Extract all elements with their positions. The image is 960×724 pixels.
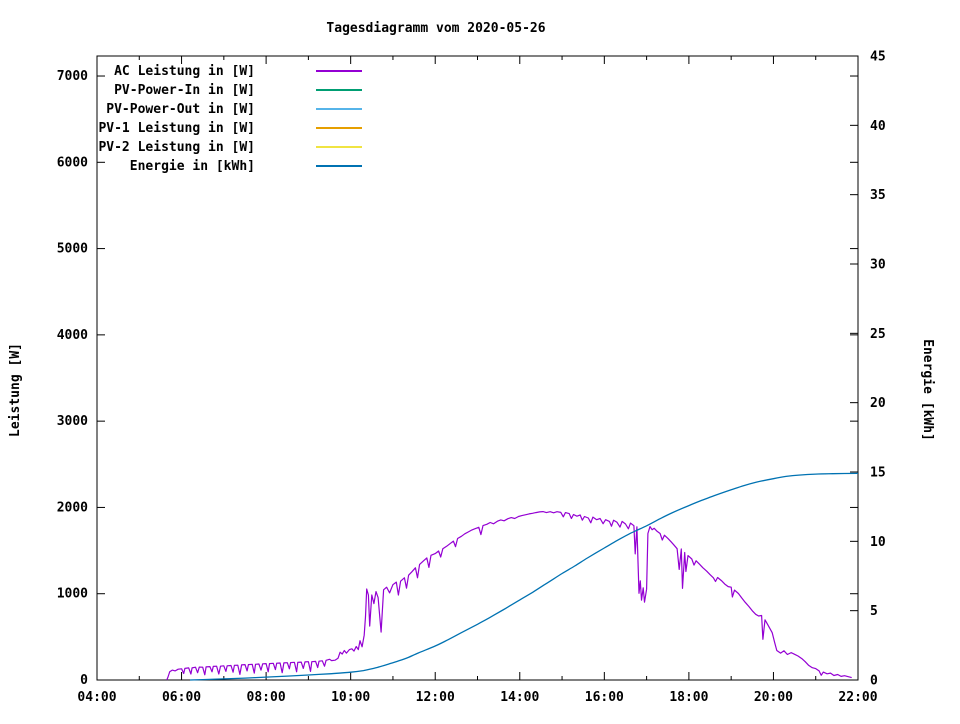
y-axis-tick-label: 6000 — [57, 155, 88, 170]
x-axis-tick-label: 10:00 — [331, 690, 370, 705]
chart-title: Tagesdiagramm vom 2020-05-26 — [326, 21, 545, 36]
x-axis-tick-label: 12:00 — [416, 690, 455, 705]
y2-axis-tick-label: 10 — [870, 535, 886, 550]
x-axis-tick-label: 20:00 — [754, 690, 793, 705]
y-axis-tick-label: 5000 — [57, 242, 88, 257]
x-axis-tick-label: 08:00 — [247, 690, 286, 705]
plot-area: 04:00 06:00 08:00 10:00 12:00 14:00 16:00 18:00… — [57, 50, 886, 706]
y2-axis-label: Energie [kWh] — [920, 339, 935, 441]
x-axis-tick-label: 06:00 — [162, 690, 201, 705]
legend-label: AC Leistung in [W] — [114, 64, 255, 79]
y2-axis-tick-label: 15 — [870, 466, 886, 481]
y2-axis-tick-label: 30 — [870, 258, 886, 273]
legend-label: PV-1 Leistung in [W] — [98, 121, 255, 136]
y-axis-tick-label: 2000 — [57, 500, 88, 515]
legend-label: Energie in [kWh] — [130, 159, 255, 174]
y-axis-tick-label: 7000 — [57, 69, 88, 84]
energy-series-line — [189, 472, 859, 681]
x-axis-tick-label: 22:00 — [838, 690, 877, 705]
y-axis-label: Leistung [W] — [8, 343, 23, 437]
x-axis-tick-label: 04:00 — [77, 690, 116, 705]
legend-label: PV-2 Leistung in [W] — [98, 140, 255, 155]
y2-axis-tick-label: 45 — [870, 50, 886, 65]
y2-axis-tick-label: 0 — [870, 674, 878, 689]
x-axis-tick-label: 14:00 — [500, 690, 539, 705]
y2-axis-tick-label: 20 — [870, 396, 886, 411]
y-axis-tick-label: 3000 — [57, 414, 88, 429]
y2-axis-tick-label: 5 — [870, 604, 878, 619]
y2-axis-tick-label: 35 — [870, 188, 886, 203]
legend-label: PV-Power-Out in [W] — [106, 102, 255, 117]
y2-axis-tick-label: 40 — [870, 119, 886, 134]
y-axis-tick-label: 0 — [80, 673, 88, 688]
y2-axis-tick-label: 25 — [870, 327, 886, 342]
x-axis-tick-label: 16:00 — [585, 690, 624, 705]
y-axis-tick-label: 4000 — [57, 328, 88, 343]
legend-label: PV-Power-In in [W] — [114, 83, 255, 98]
ac-power-series-line — [166, 511, 852, 681]
y-axis-tick-label: 1000 — [57, 587, 88, 602]
x-axis-tick-label: 18:00 — [669, 690, 708, 705]
